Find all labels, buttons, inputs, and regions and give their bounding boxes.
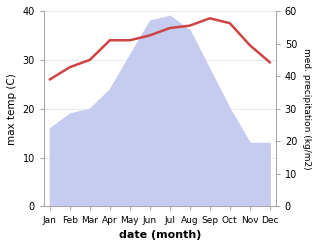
- Y-axis label: med. precipitation (kg/m2): med. precipitation (kg/m2): [302, 48, 311, 169]
- X-axis label: date (month): date (month): [119, 230, 201, 240]
- Y-axis label: max temp (C): max temp (C): [7, 73, 17, 144]
